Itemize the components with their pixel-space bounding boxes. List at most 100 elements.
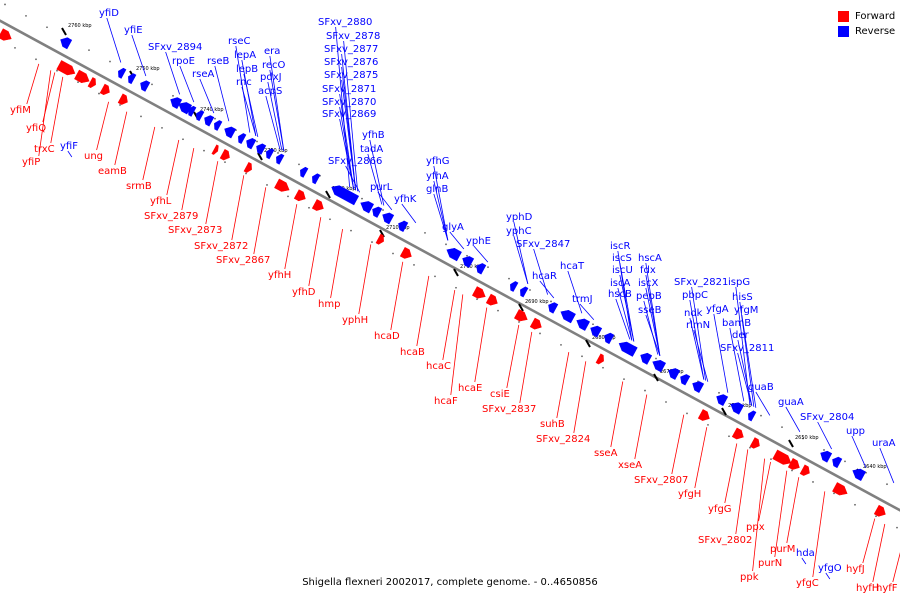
gene-leader-line: [825, 572, 831, 580]
gene-label-eamb: eamB: [98, 166, 127, 177]
gene-leader-line: [335, 26, 351, 187]
reverse-gene-arrow: [510, 281, 519, 292]
forward-gene-arrow: [772, 449, 792, 465]
minor-dot: [172, 94, 174, 97]
gene-leader-line: [166, 139, 180, 196]
gene-leader-line: [872, 523, 886, 583]
reverse-gene-arrow: [640, 352, 653, 365]
gene-label-yfid: yfiD: [99, 8, 119, 19]
gene-label-sfxv-2869: SFxv_2869: [322, 109, 376, 120]
gene-label-sfxv-2870: SFxv_2870: [322, 97, 376, 108]
gene-label-iscx: iscX: [638, 278, 658, 289]
reverse-gene-arrow: [360, 201, 374, 214]
forward-gene-arrow: [514, 309, 528, 322]
gene-leader-line: [284, 204, 298, 270]
legend-reverse-label: Reverse: [855, 26, 896, 37]
gene-leader-line: [241, 86, 257, 137]
gene-label-guab: guaB: [748, 382, 774, 393]
minor-dot: [77, 81, 79, 84]
forward-gene-arrow: [311, 199, 324, 211]
reverse-gene-arrow: [618, 341, 638, 357]
gene-label-yfhd: yfhD: [292, 287, 316, 298]
gene-leader-line: [26, 63, 40, 105]
reverse-gene-arrow: [820, 450, 833, 463]
gene-leader-line: [131, 34, 147, 77]
gene-leader-line: [433, 193, 449, 241]
gene-label-ppx: ppx: [746, 522, 765, 533]
minor-dot: [350, 229, 352, 232]
reverse-gene-arrow: [590, 325, 603, 338]
forward-gene-arrow: [243, 162, 252, 173]
gene-leader-line: [892, 552, 900, 583]
gene-leader-line: [737, 339, 753, 406]
gene-label-rseb: rseB: [207, 56, 229, 67]
gene-label-guaa: guaA: [778, 397, 804, 408]
gene-label-hmp: hmp: [318, 299, 340, 310]
minor-dot: [770, 458, 772, 461]
gene-leader-line: [519, 331, 533, 404]
gene-label-sfxv-2871: SFxv_2871: [322, 84, 376, 95]
kbp-tick-mark: [653, 373, 659, 382]
gene-label-yfga: yfgA: [706, 304, 729, 315]
gene-leader-line: [433, 180, 449, 241]
minor-dot: [308, 206, 310, 209]
gene-label-yfie: yfiE: [124, 25, 143, 36]
forward-gene-arrow: [731, 427, 744, 440]
gene-leader-line: [38, 70, 52, 157]
reverse-gene-arrow: [238, 133, 247, 144]
gene-leader-line: [619, 262, 635, 342]
gene-leader-line: [758, 461, 771, 522]
gene-label-hyfj: hyfJ: [846, 564, 865, 575]
forward-gene-arrow: [219, 149, 230, 161]
gene-label-yfgh: yfgH: [678, 489, 701, 500]
minor-dot: [287, 195, 289, 198]
minor-dot: [224, 161, 226, 164]
gene-leader-line: [671, 414, 685, 475]
gene-label-iscr: iscR: [610, 241, 630, 252]
gene-leader-line: [851, 435, 867, 468]
gene-label-hsca: hscA: [638, 253, 662, 264]
minor-dot: [266, 184, 268, 186]
reverse-gene-arrow: [462, 256, 475, 268]
gene-leader-line: [114, 111, 128, 166]
gene-label-trmj: trmJ: [572, 294, 593, 305]
gene-leader-line: [341, 79, 357, 191]
legend-reverse: Reverse: [838, 24, 895, 39]
gene-label-yfhg: yfhG: [426, 156, 450, 167]
gene-label-purm: purM: [770, 544, 795, 555]
gene-label-yfgg: yfgG: [708, 504, 732, 515]
gene-leader-line: [506, 324, 520, 389]
gene-leader-line: [801, 557, 807, 565]
reverse-gene-arrow: [730, 402, 744, 415]
minor-dot: [256, 140, 258, 143]
legend-forward-label: Forward: [855, 11, 896, 22]
gene-label-sfxv-2873: SFxv_2873: [168, 225, 222, 236]
gene-label-yfhk: yfhK: [394, 194, 417, 205]
gene-leader-line: [737, 352, 753, 406]
gene-leader-line: [390, 261, 404, 331]
gene-label-glnb: glnB: [426, 184, 448, 195]
kbp-tick-mark: [585, 339, 591, 348]
reverse-gene-arrow: [560, 310, 576, 324]
minor-dot: [812, 481, 814, 483]
gene-label-sfxv-2847: SFxv_2847: [516, 239, 570, 250]
reverse-gene-arrow: [246, 138, 257, 150]
gene-label-rpoe: rpoE: [172, 56, 195, 67]
gene-leader-line: [567, 270, 583, 314]
minor-dot: [140, 115, 142, 118]
forward-gene-arrow: [0, 28, 12, 41]
forward-gene-arrow: [399, 246, 412, 259]
kbp-tick-mark: [453, 268, 459, 277]
gene-leader-line: [645, 314, 661, 356]
legend-forward: Forward: [838, 9, 895, 24]
minor-dot: [98, 92, 100, 95]
minor-dot: [25, 14, 27, 17]
minor-dot: [728, 435, 730, 438]
kbp-tick-mark: [257, 152, 263, 161]
gene-label-hcaf: hcaF: [434, 396, 458, 407]
reverse-gene-arrow: [668, 368, 681, 380]
gene-label-tada: tadA: [360, 144, 383, 155]
gene-leader-line: [615, 298, 631, 340]
reverse-gene-arrow: [520, 286, 529, 298]
